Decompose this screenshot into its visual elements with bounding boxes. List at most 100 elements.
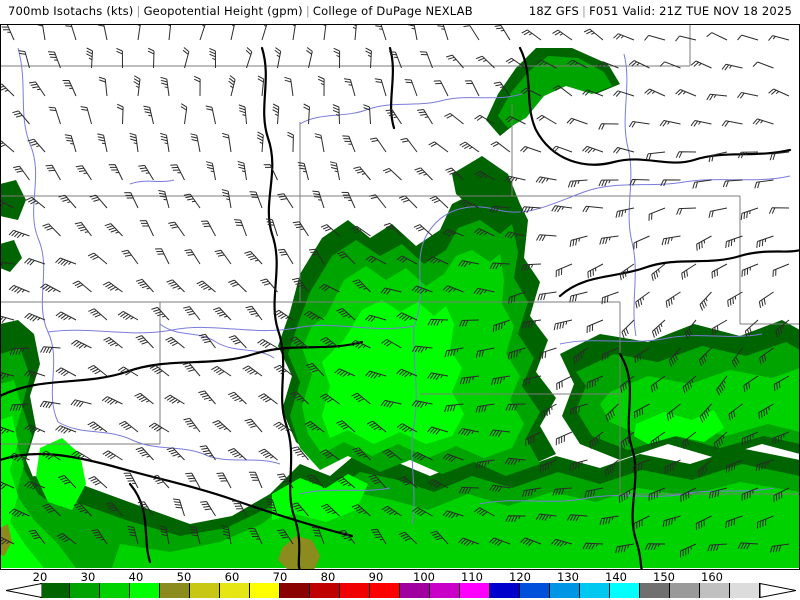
colorbar-band-110[interactable] [310,583,340,598]
wind-barb [272,103,280,125]
colorbar-band-180[interactable] [520,583,550,598]
colorbar-band-220[interactable] [640,583,670,598]
wind-barb [164,394,185,405]
wind-barb [535,176,557,184]
colorbar-band-60[interactable] [160,583,190,598]
wind-barb [48,106,61,125]
colorbar-tick-120: 120 [509,570,531,584]
wind-barb [71,450,92,461]
wind-barb [660,179,681,187]
wind-barb [75,165,92,181]
wind-barb [598,123,619,130]
wind-barb [148,422,170,433]
wind-barb [535,513,557,521]
wind-barb [369,137,387,153]
wind-barb [228,391,247,405]
wind-barb [97,24,108,41]
wind-barb [138,164,154,181]
isotach-colorbar[interactable]: 20 30 40 50 60 70 80 90 100 110 120 130 140 150 160 [0,570,800,600]
colorbar-band-160[interactable] [460,583,490,598]
wind-barb [0,200,15,209]
colorbar-band-100[interactable] [280,583,310,598]
wind-barb [172,498,185,517]
wind-barb [200,501,216,517]
colorbar-tick-90: 90 [368,570,384,584]
wind-barb [684,319,697,340]
wind-barb [675,35,697,42]
wind-barb [18,50,30,69]
colorbar-band-210[interactable] [610,583,640,598]
wind-barb [520,537,542,546]
colorbar-band-240[interactable] [700,583,730,598]
wind-barb [692,179,712,189]
wind-barb [351,392,371,405]
wind-barb [196,280,216,293]
colorbar-color-bands[interactable] [0,583,800,598]
wind-barb [758,291,774,308]
colorbar-band-130[interactable] [370,583,400,598]
wind-barb [696,235,712,251]
colorbar-band-40[interactable] [100,583,130,598]
wind-barb [166,447,185,461]
wind-barb [321,503,340,517]
colorbar-band-200[interactable] [580,583,610,598]
wind-barb [118,420,139,433]
colorbar-band-50[interactable] [130,583,160,598]
wind-barb [613,90,635,97]
wind-barb [650,375,666,393]
wind-barb [725,235,743,249]
wind-barb [108,164,123,181]
colorbar-band-70[interactable] [190,583,220,598]
wind-barb [256,131,264,153]
wind-barb [444,403,464,413]
wind-barb [42,503,61,517]
colorbar-tick-60: 60 [224,570,240,584]
wind-barb [459,375,480,385]
wind-barb [24,312,46,322]
wind-barb [284,76,294,97]
wind-barb [338,529,356,545]
wind-barb [740,207,759,220]
wind-barb [213,307,232,321]
colorbar-band-90[interactable] [250,583,280,598]
wind-barb [661,235,681,246]
wind-barb [277,248,294,265]
header-bar: 700mb Isotachs (kts) | Geopotential Height… [0,0,800,24]
wind-barb [699,403,712,423]
forecast-map-canvas[interactable] [0,24,800,570]
wind-barb [458,537,480,546]
wind-barb [587,263,604,279]
colorbar-band-150[interactable] [430,583,460,598]
colorbar-band-80[interactable] [220,583,250,598]
wind-barb [292,221,309,237]
wind-barb [352,447,371,461]
wind-barb [165,336,185,349]
wind-barb [413,224,433,237]
wind-barb [665,291,681,308]
wind-barb [648,207,666,221]
wind-barb [582,542,604,550]
wind-barb [463,25,480,41]
colorbar-band-140[interactable] [400,583,430,598]
wind-barb [569,403,588,416]
wind-barb [102,281,123,293]
wind-barb [396,423,418,433]
colorbar-band-230[interactable] [670,583,700,598]
wind-barb [55,257,77,267]
colorbar-band-20[interactable] [40,583,70,598]
wind-barb [708,487,728,499]
colorbar-band-120[interactable] [340,583,370,598]
colorbar-tick-110: 110 [461,570,483,584]
colorbar-band-170[interactable] [490,583,520,598]
colorbar-band-250[interactable] [730,583,760,598]
wind-barb [368,474,387,489]
wind-barb [628,121,650,128]
wind-barb [182,362,201,377]
wind-barb [728,403,743,421]
colorbar-band-30[interactable] [70,583,100,598]
wind-barb [182,47,190,69]
colorbar-band-190[interactable] [550,583,580,598]
wind-barb [303,310,325,321]
wind-barb [744,319,759,338]
